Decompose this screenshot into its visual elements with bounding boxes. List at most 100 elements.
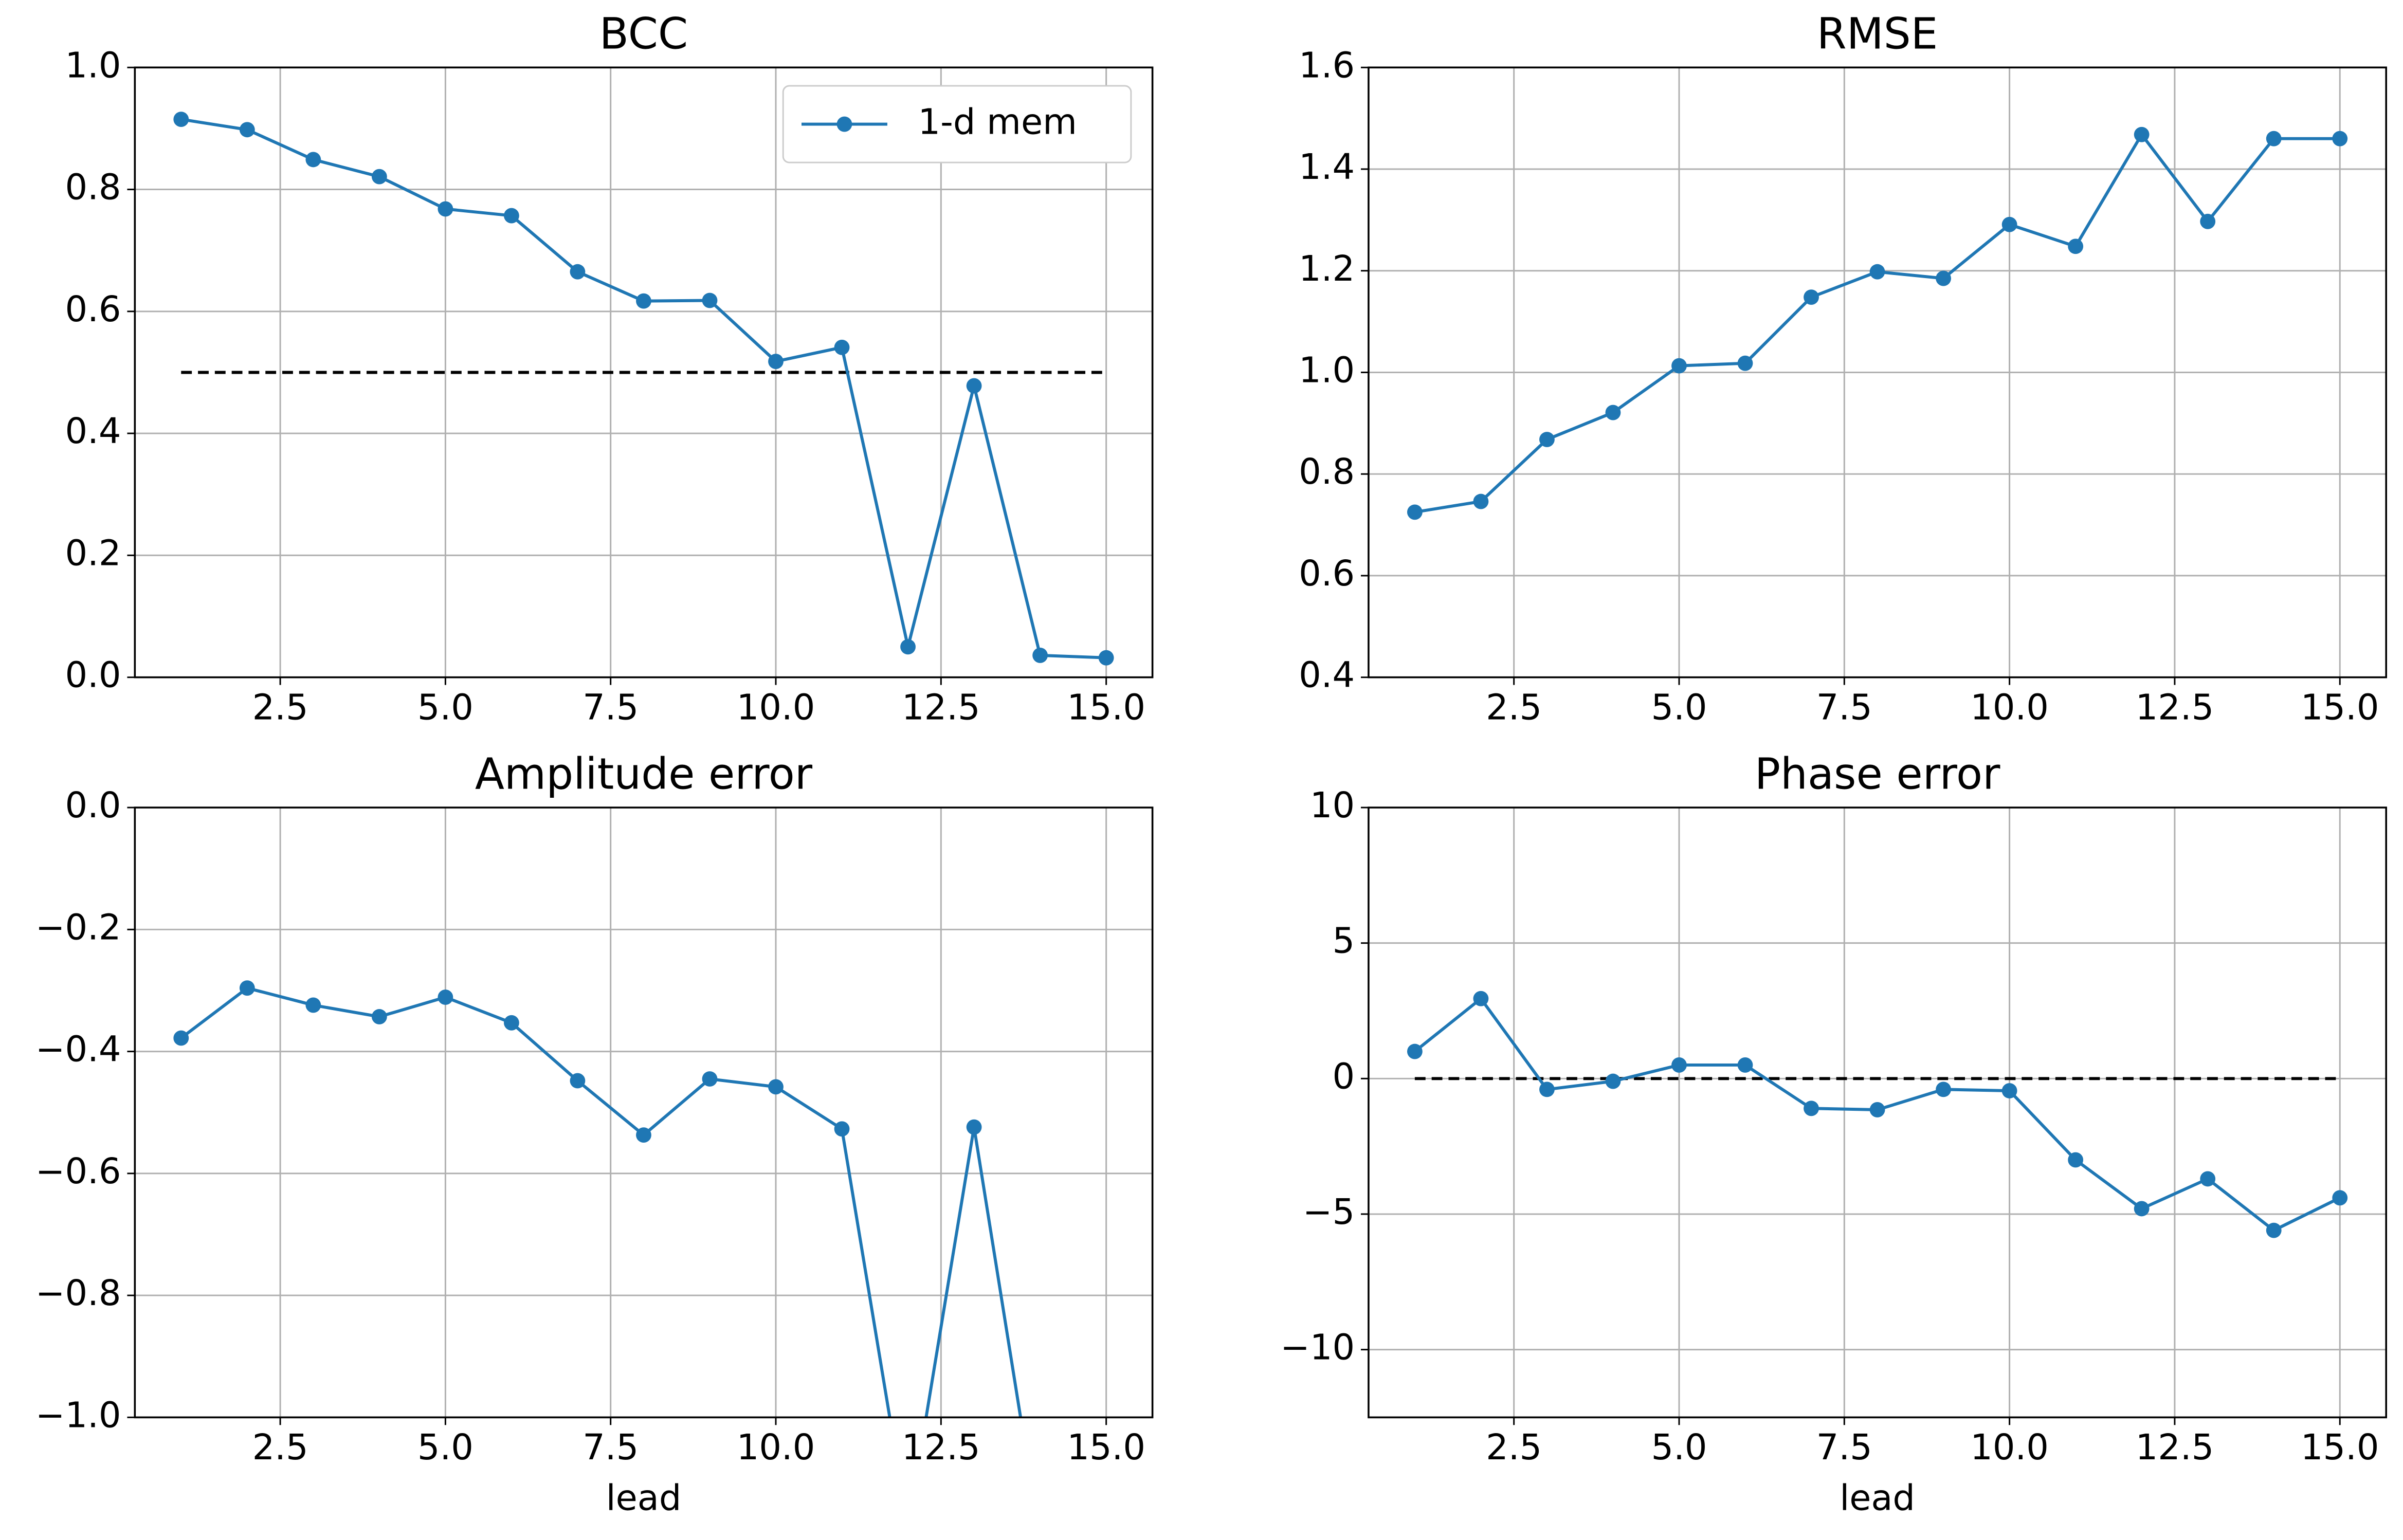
data-point [371,1009,387,1024]
x-tick-label: 7.5 [1816,687,1872,728]
chart-title: Phase error [1755,749,2000,799]
x-tick-label: 15.0 [1067,687,1145,728]
data-point [1407,1043,1423,1059]
data-point [834,1121,850,1137]
axes-frame [1368,66,2387,679]
data-point [2134,1201,2150,1217]
data-point [2200,1171,2216,1187]
subplot: 2.5 5.0 7.5 10.0 12.5 15.0 0.4 0.6 0.8 1.0 1.2 1.4 1… [1299,9,2387,728]
x-axis-label: lead [606,1477,682,1518]
data-point [570,264,586,280]
data-point [504,208,519,224]
x-tick-label: 12.5 [902,1427,980,1468]
data-point [2332,1190,2348,1206]
y-tick-label: 0.8 [1299,451,1355,492]
x-tick-label: 5.0 [1651,687,1707,728]
data-point [1539,432,1555,447]
data-point [1099,1532,1114,1540]
data-point [966,1119,982,1135]
y-tick-label: 1.6 [1299,45,1355,86]
x-tick-label: 12.5 [2136,1427,2214,1468]
legend-box [782,85,1132,163]
axes-frame [134,66,1154,679]
y-tick-label: 0.4 [1299,655,1355,696]
y-tick-label: 0.6 [1299,553,1355,594]
data-point [702,292,718,308]
axes-frame [134,806,1154,1419]
x-tick-label: 2.5 [252,1427,308,1468]
legend: 1-d mem [782,85,1132,163]
y-tick-label: 1.0 [1299,350,1355,391]
data-point [1804,1101,1819,1116]
y-tick-label: −10 [1280,1327,1355,1368]
x-tick-label: 10.0 [737,1427,815,1468]
y-tick-label: 1.4 [1299,146,1355,188]
y-tick-label: −1.0 [35,1395,121,1436]
data-point [2001,1083,2017,1098]
data-point [173,1030,189,1046]
x-tick-label: 10.0 [737,687,815,728]
data-point [2068,239,2084,254]
data-point [636,293,651,309]
x-tick-label: 12.5 [2136,687,2214,728]
x-tick-label: 5.0 [1651,1427,1707,1468]
data-point [1539,1081,1555,1097]
x-tick-label: 7.5 [582,687,639,728]
x-tick-label: 5.0 [417,687,474,728]
x-tick-label: 2.5 [1486,687,1542,728]
y-tick-label: 0.6 [65,289,121,330]
chart-title: Amplitude error [475,749,813,799]
data-point [1407,504,1423,520]
data-point [239,122,255,138]
data-point [504,1015,519,1031]
data-point [2266,1222,2282,1238]
data-point [438,201,453,217]
x-tick-label: 2.5 [252,687,308,728]
x-tick-label: 15.0 [1067,1427,1145,1468]
data-point [636,1127,651,1143]
x-tick-label: 2.5 [1486,1427,1542,1468]
y-tick-label: 1.2 [1299,248,1355,289]
data-point [2134,126,2150,142]
subplot: 2.5 5.0 7.5 10.0 12.5 15.0 −1.0 −0.8 −0.6 −0.4 −0.… [35,749,1154,1540]
y-tick-label: −5 [1303,1191,1355,1233]
y-tick-label: −0.6 [35,1151,121,1192]
data-point [2266,131,2282,146]
y-tick-label: 0 [1332,1056,1355,1097]
data-point [768,1079,784,1095]
data-point [966,378,982,394]
x-axis-label: lead [1840,1477,1915,1518]
y-tick-label: 0.4 [65,411,121,452]
data-point [2200,213,2216,229]
data-point [173,112,189,127]
data-point [2001,216,2017,232]
x-tick-label: 15.0 [2301,687,2379,728]
data-point [1869,264,1885,280]
y-tick-label: −0.8 [35,1273,121,1314]
data-point [1032,648,1048,663]
y-tick-label: −0.2 [35,907,121,948]
y-tick-label: 5 [1332,921,1355,962]
y-tick-label: 1.0 [65,45,121,86]
x-tick-label: 12.5 [902,687,980,728]
subplot: 2.5 5.0 7.5 10.0 12.5 15.0 −10 −5 0 5 10 Phase erro… [1280,749,2387,1518]
x-tick-label: 7.5 [1816,1427,1872,1468]
data-point [1032,1532,1048,1540]
data-point [305,997,321,1013]
data-point [239,980,255,996]
data-point [1671,1057,1687,1073]
data-point [1473,991,1489,1006]
plot-area [173,112,1114,666]
data-point [1737,355,1753,371]
data-point [1936,1081,1951,1097]
plot-area [1407,991,2348,1238]
data-point [570,1073,586,1089]
data-point [702,1071,718,1087]
data-point [1737,1057,1753,1073]
data-point [438,989,453,1005]
y-tick-label: −0.4 [35,1029,121,1070]
data-point [2332,131,2348,146]
x-tick-label: 10.0 [1970,687,2049,728]
